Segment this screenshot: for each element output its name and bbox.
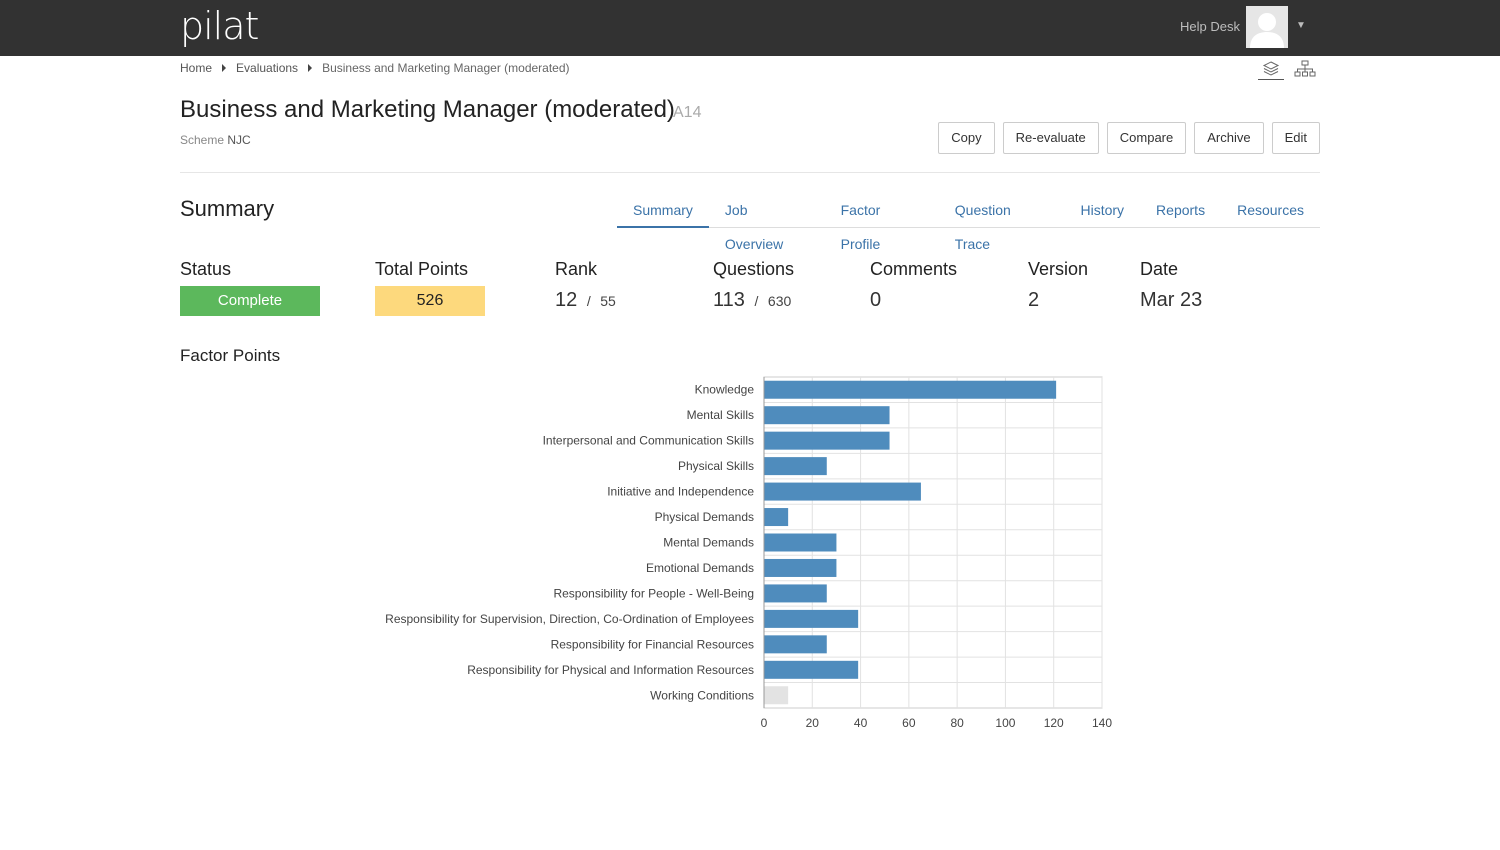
- questions-total: 630: [767, 293, 792, 309]
- scheme-info: Scheme NJC: [180, 133, 251, 147]
- chart-category-label: Knowledge: [695, 383, 755, 397]
- job-code: A14: [673, 104, 702, 121]
- rank-number: 12: [555, 289, 578, 311]
- chart-bar: [764, 660, 859, 679]
- tab-bar: Summary Job Overview Factor Profile Ques…: [617, 193, 1320, 252]
- rank-total: 55: [600, 293, 616, 309]
- chart-bar: [764, 482, 921, 501]
- chart-bar: [764, 584, 827, 603]
- chart-bar: [764, 635, 827, 654]
- comments-label: Comments: [870, 259, 958, 279]
- breadcrumb-evaluations[interactable]: Evaluations: [236, 61, 299, 75]
- chart-bar: [764, 686, 789, 705]
- tab-summary[interactable]: Summary: [617, 193, 709, 228]
- breadcrumb-separator-icon: [308, 64, 313, 72]
- chart-category-label: Mental Demands: [663, 536, 754, 550]
- chart-bar: [764, 533, 837, 552]
- questions-separator: /: [754, 293, 759, 309]
- chart-bar: [764, 457, 827, 476]
- top-bar: pilat Help Desk ▼: [0, 0, 1500, 56]
- factor-points-title: Factor Points: [180, 346, 281, 365]
- total-points-label: Total Points: [375, 259, 469, 279]
- tab-job-overview[interactable]: Job Overview: [724, 202, 784, 252]
- rank-value: 12 / 55: [555, 289, 616, 312]
- section-title: Summary: [180, 196, 275, 221]
- help-desk-link[interactable]: Help Desk: [1180, 19, 1240, 34]
- chart-category-label: Responsibility for Physical and Informat…: [467, 663, 754, 677]
- chart-x-tick-label: 120: [1044, 716, 1064, 730]
- chart-category-label: Physical Skills: [678, 459, 754, 473]
- copy-button[interactable]: Copy: [938, 122, 995, 154]
- chart-category-label: Responsibility for Financial Resources: [551, 637, 754, 651]
- re-evaluate-button[interactable]: Re-evaluate: [1002, 122, 1099, 154]
- rank-label: Rank: [555, 259, 598, 279]
- edit-button[interactable]: Edit: [1271, 122, 1320, 154]
- tab-resources[interactable]: Resources: [1237, 202, 1304, 218]
- breadcrumb-separator-icon: [222, 64, 227, 72]
- chart-x-tick-label: 0: [761, 716, 768, 730]
- tab-question-trace[interactable]: Question Trace: [954, 202, 1011, 252]
- chart-x-tick-label: 40: [854, 716, 868, 730]
- chart-x-tick-label: 60: [902, 716, 916, 730]
- divider: [180, 172, 1320, 173]
- archive-button[interactable]: Archive: [1194, 122, 1264, 154]
- page-title: Business and Marketing Manager (moderate…: [180, 96, 675, 123]
- chart-bar: [764, 406, 890, 425]
- pilat-logo[interactable]: pilat: [180, 4, 259, 48]
- breadcrumb: Home Evaluations Business and Marketing …: [180, 61, 570, 75]
- scheme-label: Scheme: [180, 133, 225, 147]
- chart-category-label: Mental Skills: [687, 408, 754, 422]
- user-avatar[interactable]: [1246, 6, 1288, 48]
- chevron-down-icon[interactable]: ▼: [1296, 20, 1306, 31]
- view-toggle-icons: [1258, 60, 1320, 80]
- chart-category-label: Interpersonal and Communication Skills: [543, 434, 754, 448]
- chart-category-label: Responsibility for People - Well-Being: [553, 586, 754, 600]
- questions-value: 113 / 630: [713, 289, 791, 312]
- date-value: Mar 23: [1140, 289, 1203, 311]
- breadcrumb-current: Business and Marketing Manager (moderate…: [322, 61, 570, 75]
- chart-category-label: Emotional Demands: [646, 561, 754, 575]
- chart-category-label: Initiative and Independence: [607, 485, 754, 499]
- chart-bar: [764, 431, 890, 450]
- user-icon: [1246, 6, 1288, 48]
- chart-category-label: Working Conditions: [650, 688, 754, 702]
- version-value: 2: [1028, 289, 1040, 311]
- scheme-value: NJC: [227, 133, 251, 147]
- chart-category-label: Responsibility for Supervision, Directio…: [385, 612, 754, 626]
- chart-bar: [764, 380, 1057, 399]
- status-label: Status: [180, 259, 232, 279]
- total-points-badge: 526: [375, 286, 485, 316]
- compare-button[interactable]: Compare: [1106, 122, 1187, 154]
- questions-label: Questions: [713, 259, 795, 279]
- comments-value: 0: [870, 289, 882, 311]
- tab-factor-profile[interactable]: Factor Profile: [840, 202, 881, 252]
- chart-x-tick-label: 100: [995, 716, 1015, 730]
- chart-x-tick-label: 80: [950, 716, 964, 730]
- action-buttons: Copy Re-evaluate Compare Archive Edit: [938, 122, 1320, 154]
- chart-bar: [764, 508, 789, 527]
- rank-separator: /: [586, 293, 591, 309]
- chart-x-tick-label: 140: [1092, 716, 1112, 730]
- questions-number: 113: [713, 289, 745, 311]
- breadcrumb-home[interactable]: Home: [180, 61, 213, 75]
- chart-bar: [764, 558, 837, 577]
- status-badge: Complete: [180, 286, 320, 316]
- chart-bar: [764, 609, 859, 628]
- tab-history[interactable]: History: [1080, 202, 1125, 218]
- chart-category-label: Physical Demands: [655, 510, 754, 524]
- chart-x-tick-label: 20: [806, 716, 820, 730]
- layers-icon[interactable]: [1258, 60, 1284, 80]
- date-label: Date: [1140, 259, 1179, 279]
- tab-reports[interactable]: Reports: [1156, 202, 1206, 218]
- version-label: Version: [1028, 259, 1089, 279]
- hierarchy-icon[interactable]: [1294, 60, 1320, 80]
